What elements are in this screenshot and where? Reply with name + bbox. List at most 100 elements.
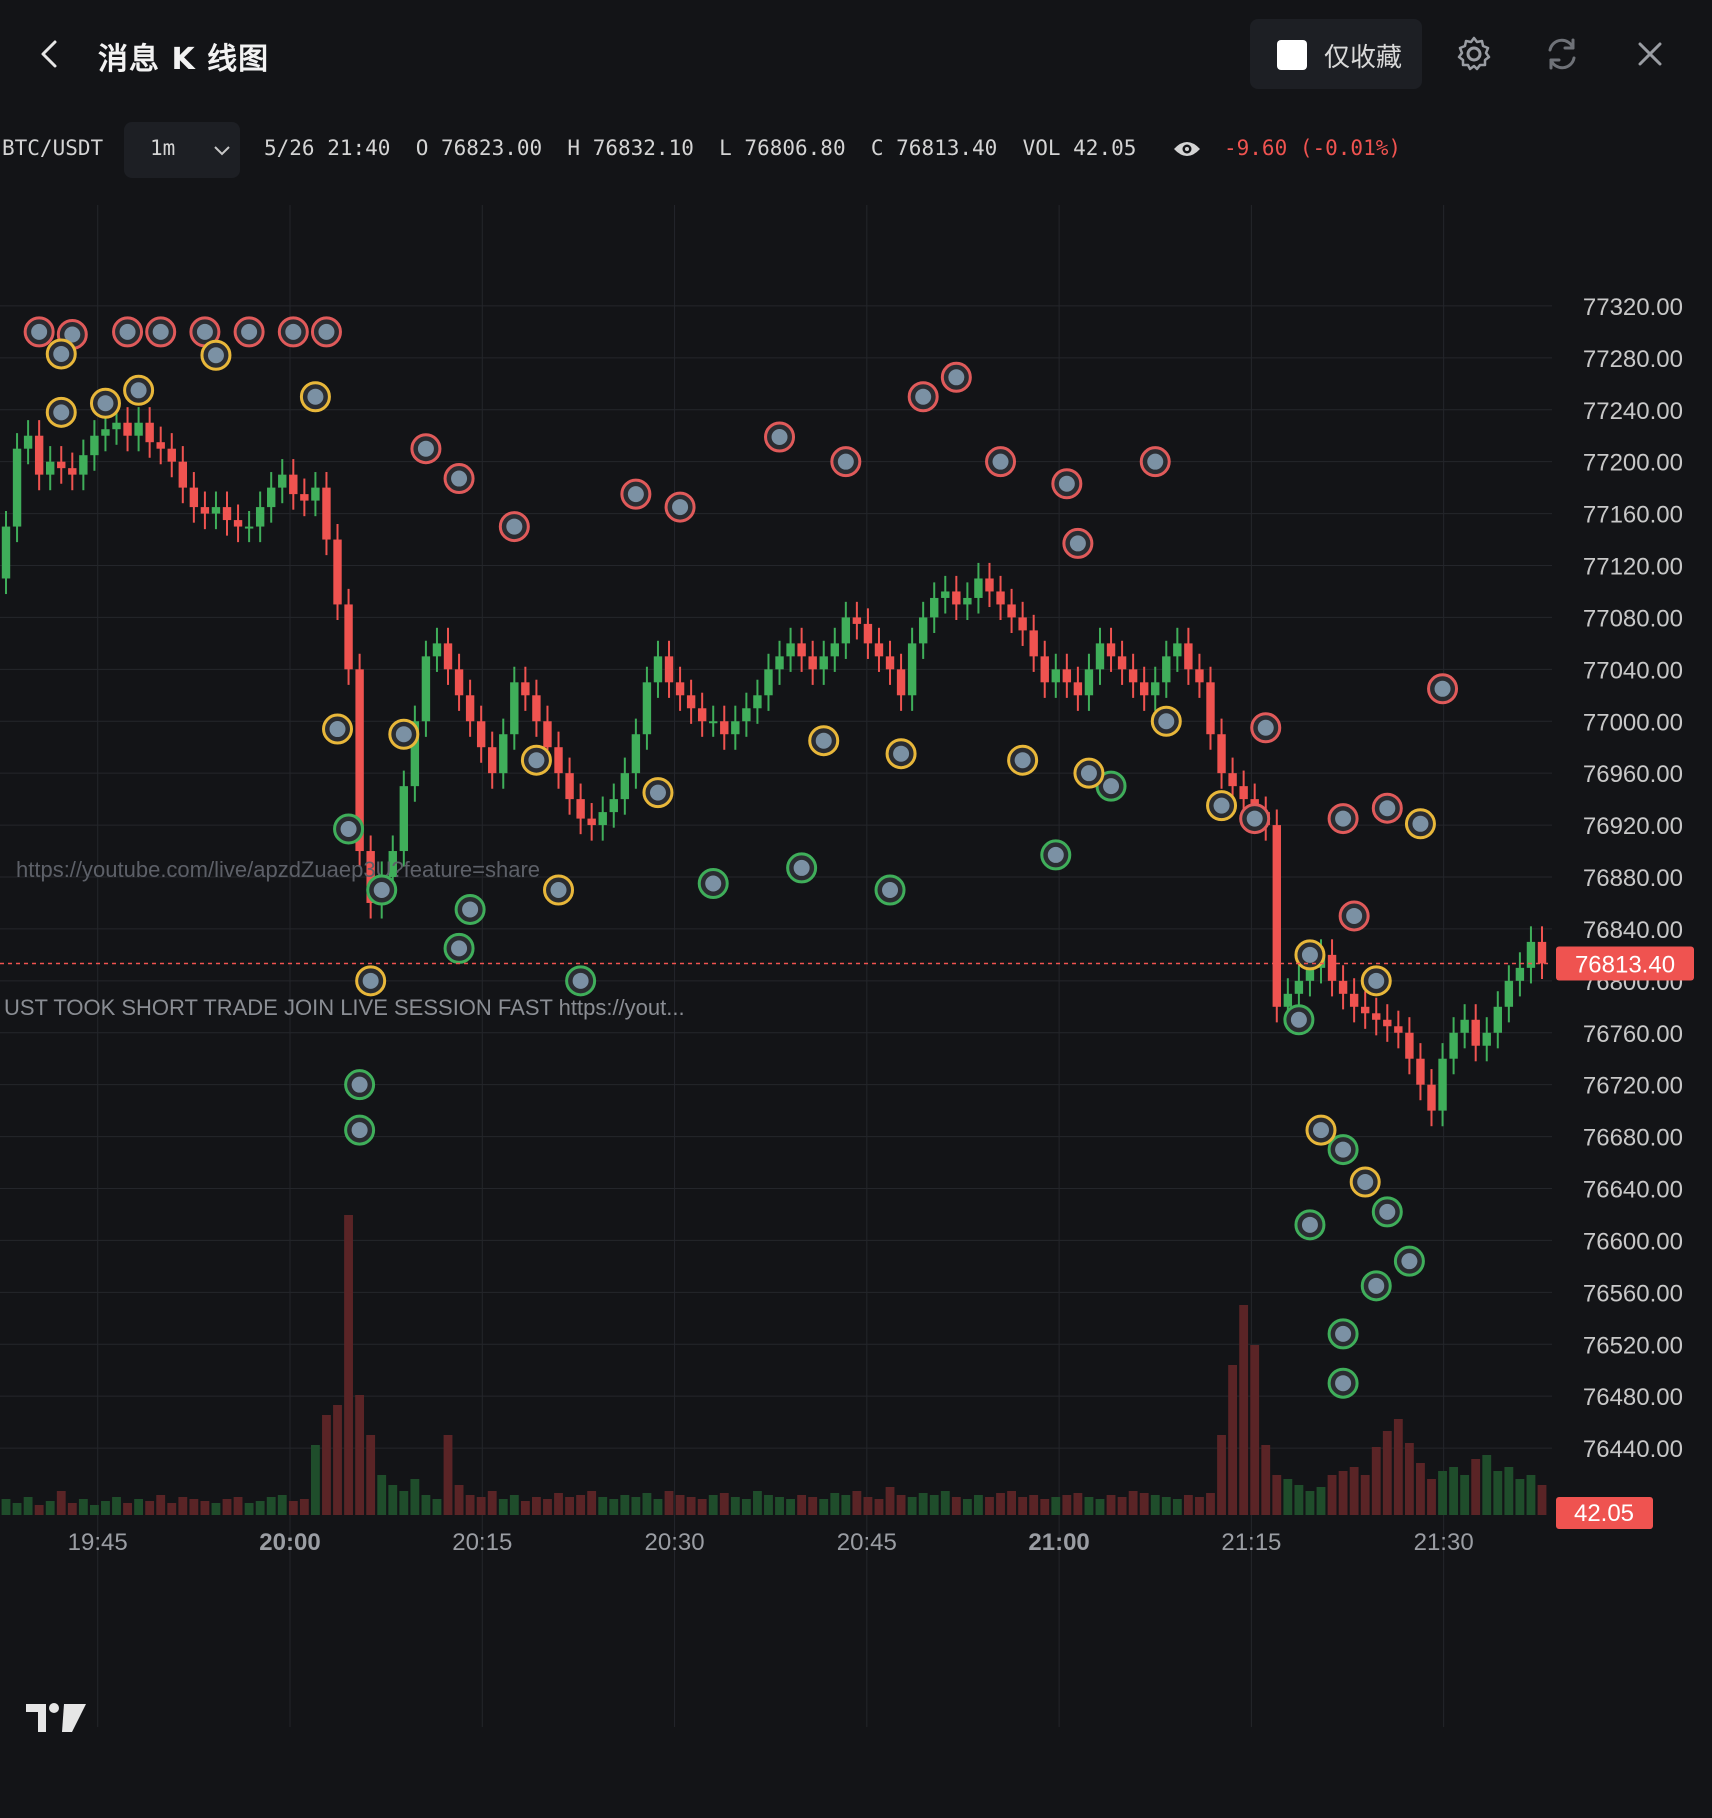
candle-body <box>808 656 817 670</box>
message-marker[interactable] <box>333 813 365 845</box>
message-marker[interactable] <box>1239 803 1271 835</box>
candle-body <box>344 604 353 670</box>
close-icon[interactable] <box>1628 32 1672 76</box>
message-markers[interactable] <box>23 316 1459 1399</box>
message-marker[interactable] <box>1327 1134 1359 1166</box>
message-marker[interactable] <box>1051 468 1083 500</box>
message-marker[interactable] <box>1404 808 1436 840</box>
message-marker[interactable] <box>1206 790 1238 822</box>
y-tick-label: 77080.00 <box>1583 605 1683 632</box>
message-marker[interactable] <box>1139 446 1171 478</box>
message-marker[interactable] <box>310 316 342 348</box>
message-marker[interactable] <box>642 777 674 809</box>
message-marker[interactable] <box>145 316 177 348</box>
message-marker[interactable] <box>498 511 530 543</box>
message-marker[interactable] <box>277 316 309 348</box>
candle-body <box>863 623 873 644</box>
favorites-only-label: 仅收藏 <box>1324 43 1403 73</box>
message-marker[interactable] <box>565 965 597 997</box>
eye-visibility-icon[interactable] <box>1172 138 1202 160</box>
candle-body <box>675 682 685 696</box>
favorites-only-toggle[interactable]: 仅收藏 <box>1250 19 1422 89</box>
message-marker[interactable] <box>366 874 398 906</box>
message-marker[interactable] <box>1393 1245 1425 1277</box>
interval-selector[interactable]: 1m <box>124 122 240 178</box>
message-marker[interactable] <box>299 381 331 413</box>
settings-gear-icon[interactable] <box>1452 32 1496 76</box>
message-marker[interactable] <box>45 396 77 428</box>
message-marker[interactable] <box>520 744 552 776</box>
message-marker[interactable] <box>1294 1209 1326 1241</box>
message-marker[interactable] <box>543 874 575 906</box>
message-marker[interactable] <box>123 374 155 406</box>
message-marker[interactable] <box>885 738 917 770</box>
message-marker[interactable] <box>907 381 939 413</box>
volume-bar <box>1460 1475 1470 1515</box>
volume-bar <box>819 1499 829 1515</box>
message-marker[interactable] <box>830 446 862 478</box>
message-marker[interactable] <box>1062 527 1094 559</box>
message-marker[interactable] <box>1294 939 1326 971</box>
message-marker[interactable] <box>985 446 1017 478</box>
message-marker[interactable] <box>344 1069 376 1101</box>
message-marker[interactable] <box>1371 1196 1403 1228</box>
candlestick-chart[interactable]: 19:45 20:00 20:15 20:30 20:45 21:00 21:15 21:30… <box>0 205 1712 1765</box>
message-marker[interactable] <box>355 965 387 997</box>
message-marker[interactable] <box>89 387 121 419</box>
message-marker[interactable] <box>322 713 354 745</box>
message-marker[interactable] <box>1338 900 1370 932</box>
message-marker[interactable] <box>1283 1004 1315 1036</box>
message-marker[interactable] <box>454 893 486 925</box>
message-marker[interactable] <box>1327 1367 1359 1399</box>
message-marker[interactable] <box>1360 1270 1392 1302</box>
message-marker[interactable] <box>112 316 144 348</box>
message-marker[interactable] <box>344 1114 376 1146</box>
candle-body <box>1073 682 1083 696</box>
message-marker[interactable] <box>1427 673 1459 705</box>
message-marker[interactable] <box>808 725 840 757</box>
favorites-only-checkbox[interactable] <box>1277 40 1307 70</box>
candle-body <box>388 851 397 877</box>
message-marker[interactable] <box>1073 757 1105 789</box>
message-marker[interactable] <box>1250 712 1282 744</box>
message-marker[interactable] <box>410 433 442 465</box>
candle-body <box>1493 1006 1502 1033</box>
candle-body <box>189 487 199 508</box>
message-marker[interactable] <box>1327 1318 1359 1350</box>
candle-body <box>23 435 33 449</box>
message-marker[interactable] <box>620 478 652 510</box>
candle-body <box>1239 786 1248 800</box>
grid <box>0 205 1552 1727</box>
message-marker[interactable] <box>1150 705 1182 737</box>
message-marker[interactable] <box>200 339 232 371</box>
message-marker[interactable] <box>1371 792 1403 824</box>
message-marker[interactable] <box>874 874 906 906</box>
message-marker[interactable] <box>233 316 265 348</box>
message-marker[interactable] <box>443 463 475 495</box>
message-marker[interactable] <box>1327 803 1359 835</box>
back-arrow-icon[interactable] <box>30 34 70 74</box>
message-marker[interactable] <box>1040 839 1072 871</box>
message-marker[interactable] <box>1349 1166 1381 1198</box>
candle-body <box>753 695 762 709</box>
x-tick-label: 21:15 <box>1221 1529 1281 1556</box>
volume-bar <box>531 1497 541 1515</box>
message-marker[interactable] <box>443 932 475 964</box>
volume-bar <box>1206 1493 1215 1515</box>
message-marker[interactable] <box>940 361 972 393</box>
message-marker[interactable] <box>45 338 77 370</box>
volume-bar <box>1272 1475 1282 1515</box>
message-marker[interactable] <box>1305 1114 1337 1146</box>
message-marker[interactable] <box>697 867 729 899</box>
message-marker[interactable] <box>388 718 420 750</box>
message-marker[interactable] <box>1360 965 1392 997</box>
message-marker[interactable] <box>664 491 696 523</box>
message-marker[interactable] <box>23 316 55 348</box>
message-marker[interactable] <box>786 852 818 884</box>
message-marker[interactable] <box>1007 744 1039 776</box>
chart-canvas[interactable]: 19:45 20:00 20:15 20:30 20:45 21:00 21:15 21:30… <box>0 205 1712 1765</box>
volume-bar <box>1228 1365 1238 1515</box>
refresh-icon[interactable] <box>1540 32 1584 76</box>
candle-body <box>1294 980 1304 994</box>
message-marker[interactable] <box>764 421 796 453</box>
